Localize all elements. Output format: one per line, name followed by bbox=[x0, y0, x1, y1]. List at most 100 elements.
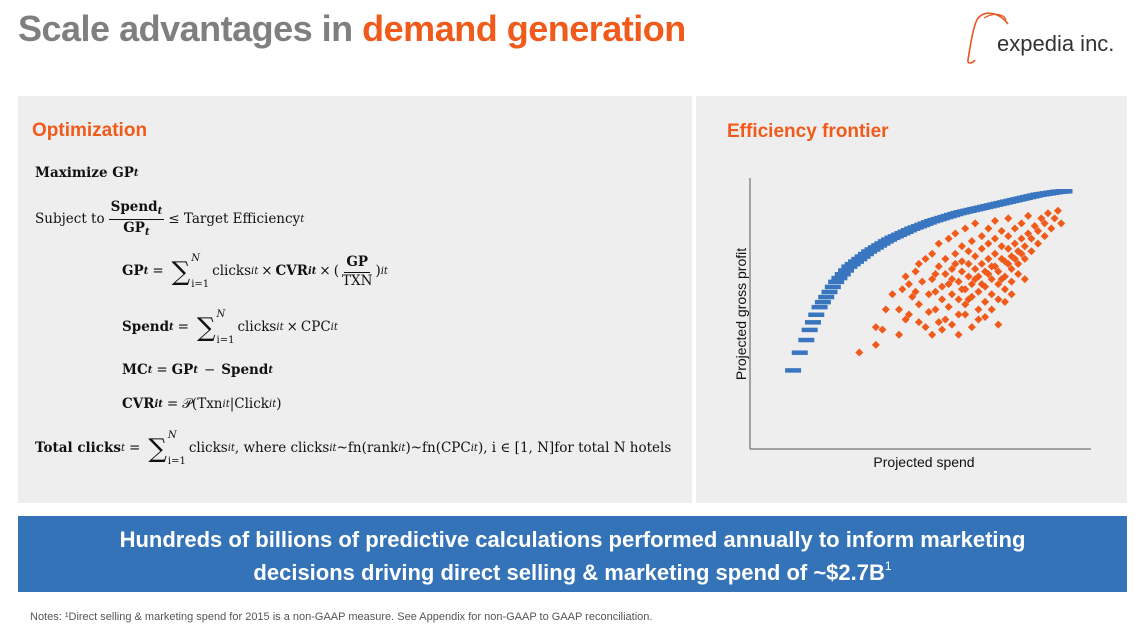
hotel-point bbox=[974, 305, 983, 314]
summary-banner: Hundreds of billions of predictive calcu… bbox=[18, 516, 1127, 592]
efficiency-frontier-chart: Efficiency frontier Projected spend Proj… bbox=[727, 121, 1091, 470]
hotel-point bbox=[934, 262, 943, 271]
hotel-point bbox=[931, 270, 940, 279]
maximize-text: Maximize GP bbox=[35, 165, 134, 181]
frontier-point bbox=[841, 264, 858, 269]
maximize-line: Maximize GP t bbox=[35, 165, 139, 181]
hotel-point bbox=[1027, 234, 1036, 243]
hotel-point bbox=[1020, 242, 1029, 251]
frontier-point bbox=[844, 261, 861, 267]
hotel-point bbox=[1050, 214, 1059, 223]
hotel-point bbox=[901, 315, 910, 324]
hotel-point bbox=[928, 330, 937, 339]
hotel-point bbox=[1017, 234, 1026, 243]
hotel-point bbox=[994, 280, 1003, 289]
hotel-point bbox=[957, 257, 966, 266]
hotel-point bbox=[997, 242, 1006, 251]
hotel-point bbox=[994, 295, 1003, 304]
hotel-point bbox=[921, 323, 930, 332]
hotel-point bbox=[938, 295, 947, 304]
frontier-point bbox=[857, 251, 874, 257]
hotel-point bbox=[1043, 209, 1052, 218]
frontier-point bbox=[811, 304, 828, 310]
hotel-point bbox=[928, 249, 937, 258]
banner-line-1: Hundreds of billions of predictive calcu… bbox=[119, 527, 1026, 552]
hotel-point bbox=[941, 254, 950, 263]
mc-equation: MC t = GP t − Spend t bbox=[122, 362, 273, 378]
optimization-panel: Optimization Maximize GP t Subject to Spe… bbox=[18, 96, 692, 503]
hotel-point bbox=[1057, 219, 1066, 228]
hotel-point bbox=[964, 295, 973, 304]
hotel-point bbox=[941, 315, 950, 324]
page-title: Scale advantages in demand generation bbox=[18, 8, 686, 50]
hotel-point bbox=[944, 302, 953, 311]
hotel-point bbox=[1024, 211, 1033, 220]
hotel-point bbox=[1017, 219, 1026, 228]
hotel-point bbox=[1004, 259, 1013, 268]
hotel-point bbox=[895, 305, 904, 314]
frontier-point bbox=[824, 284, 841, 290]
hotel-point bbox=[1020, 275, 1029, 284]
hotel-point bbox=[954, 330, 963, 339]
hotel-point bbox=[924, 290, 933, 299]
hotel-point bbox=[954, 277, 963, 286]
hotel-point bbox=[914, 300, 923, 309]
hotel-point bbox=[888, 290, 897, 299]
hotel-point bbox=[934, 239, 943, 248]
footnote: Notes: ¹Direct selling & marketing spend… bbox=[30, 611, 653, 623]
hotel-point bbox=[901, 272, 910, 281]
hotel-point bbox=[1014, 259, 1023, 268]
hotel-point bbox=[1037, 214, 1046, 223]
hotel-point bbox=[895, 330, 904, 339]
hotel-point bbox=[954, 295, 963, 304]
y-axis-label: Projected gross profit bbox=[733, 248, 749, 380]
hotel-point bbox=[984, 270, 993, 279]
hotel-point bbox=[944, 280, 953, 289]
hotel-point bbox=[1010, 254, 1019, 263]
hotel-point bbox=[984, 254, 993, 263]
hotel-point bbox=[974, 315, 983, 324]
hotel-point bbox=[938, 325, 947, 334]
frontier-point bbox=[851, 256, 868, 262]
hotel-point bbox=[908, 292, 917, 301]
hotel-point bbox=[898, 285, 907, 294]
frontier-point bbox=[834, 272, 851, 277]
hotel-point bbox=[1030, 221, 1039, 230]
hotel-point bbox=[1004, 232, 1013, 241]
banner-line-2: decisions driving direct selling & marke… bbox=[253, 559, 892, 585]
hotel-point bbox=[1007, 290, 1016, 299]
hotel-point bbox=[944, 234, 953, 243]
hotel-point bbox=[871, 323, 880, 332]
hotel-point bbox=[1000, 285, 1009, 294]
footnote-marker: 1 bbox=[884, 559, 892, 573]
hotel-point bbox=[1007, 277, 1016, 286]
hotel-point bbox=[904, 310, 913, 319]
frontier-point bbox=[818, 294, 835, 300]
hotel-point bbox=[977, 232, 986, 241]
hotel-point bbox=[997, 227, 1006, 236]
hotel-point bbox=[1000, 297, 1009, 306]
hotel-point bbox=[855, 348, 864, 357]
hotel-point bbox=[977, 259, 986, 268]
hotel-point bbox=[928, 275, 937, 284]
hotel-point bbox=[918, 277, 927, 286]
hotel-point bbox=[1007, 264, 1016, 273]
hotel-point bbox=[991, 234, 1000, 243]
hotel-point bbox=[878, 325, 887, 334]
frontier-point bbox=[791, 350, 808, 355]
hotel-point bbox=[1010, 224, 1019, 233]
frontier-point bbox=[804, 320, 821, 325]
subject-to-line: Subject to Spendt GPt ≤ Target Efficienc… bbox=[35, 199, 305, 238]
frontier-point bbox=[828, 279, 845, 285]
hotel-point bbox=[987, 275, 996, 284]
frontier-point bbox=[801, 327, 818, 333]
hotel-point bbox=[947, 264, 956, 273]
hotel-point bbox=[994, 267, 1003, 276]
frontier-point bbox=[798, 337, 815, 343]
hotel-point bbox=[881, 305, 890, 314]
hotel-point bbox=[961, 300, 970, 309]
hotel-point bbox=[981, 313, 990, 322]
hotel-point bbox=[961, 224, 970, 233]
